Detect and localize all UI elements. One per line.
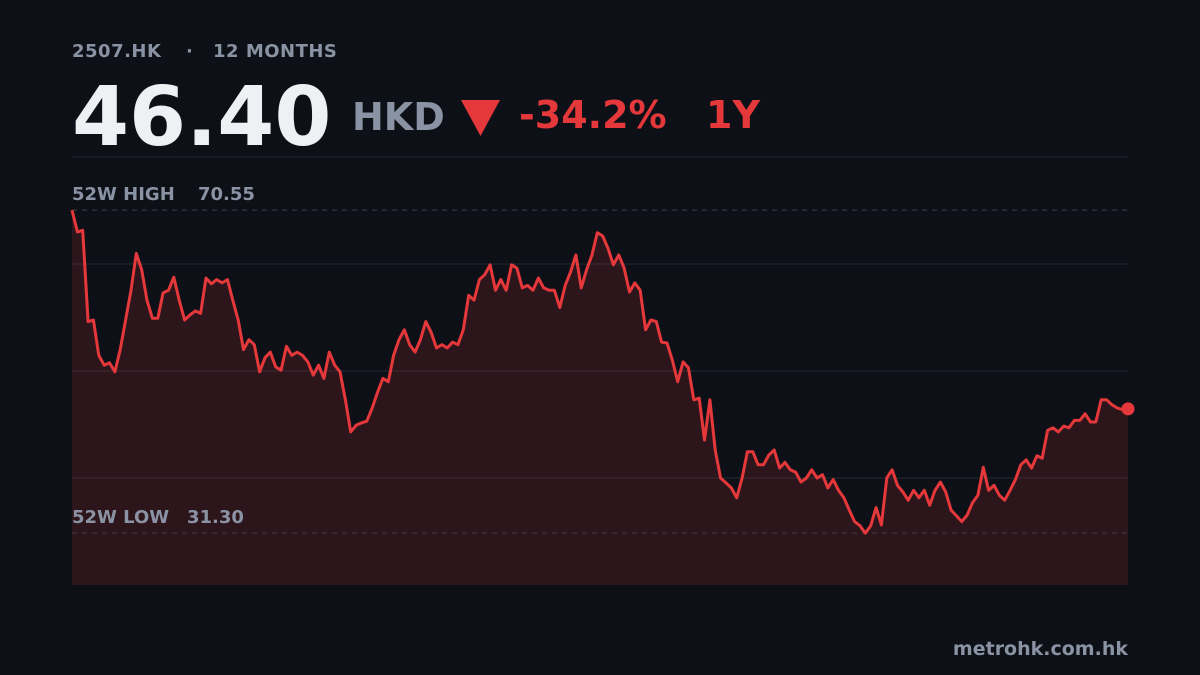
high-label: 52W HIGH — [72, 184, 175, 205]
low-value: 31.30 — [187, 507, 244, 528]
price: 46.40 — [72, 70, 331, 165]
last-point — [1121, 402, 1135, 416]
source: metrohk.com.hk — [953, 638, 1128, 660]
separator: · — [186, 41, 193, 62]
period: 12 MONTHS — [213, 41, 337, 62]
area — [72, 210, 1128, 585]
range: 1Y — [706, 93, 760, 137]
currency: HKD — [352, 95, 445, 139]
low-label: 52W LOW — [72, 507, 169, 528]
change: -34.2% — [519, 93, 667, 137]
high-value: 70.55 — [198, 184, 255, 205]
price-line — [70, 209, 1129, 535]
plot: 52W HIGH 70.55 52W LOW 31.30 — [70, 156, 1135, 585]
symbol: 2507.HK — [72, 41, 162, 62]
down-arrow — [461, 100, 500, 136]
